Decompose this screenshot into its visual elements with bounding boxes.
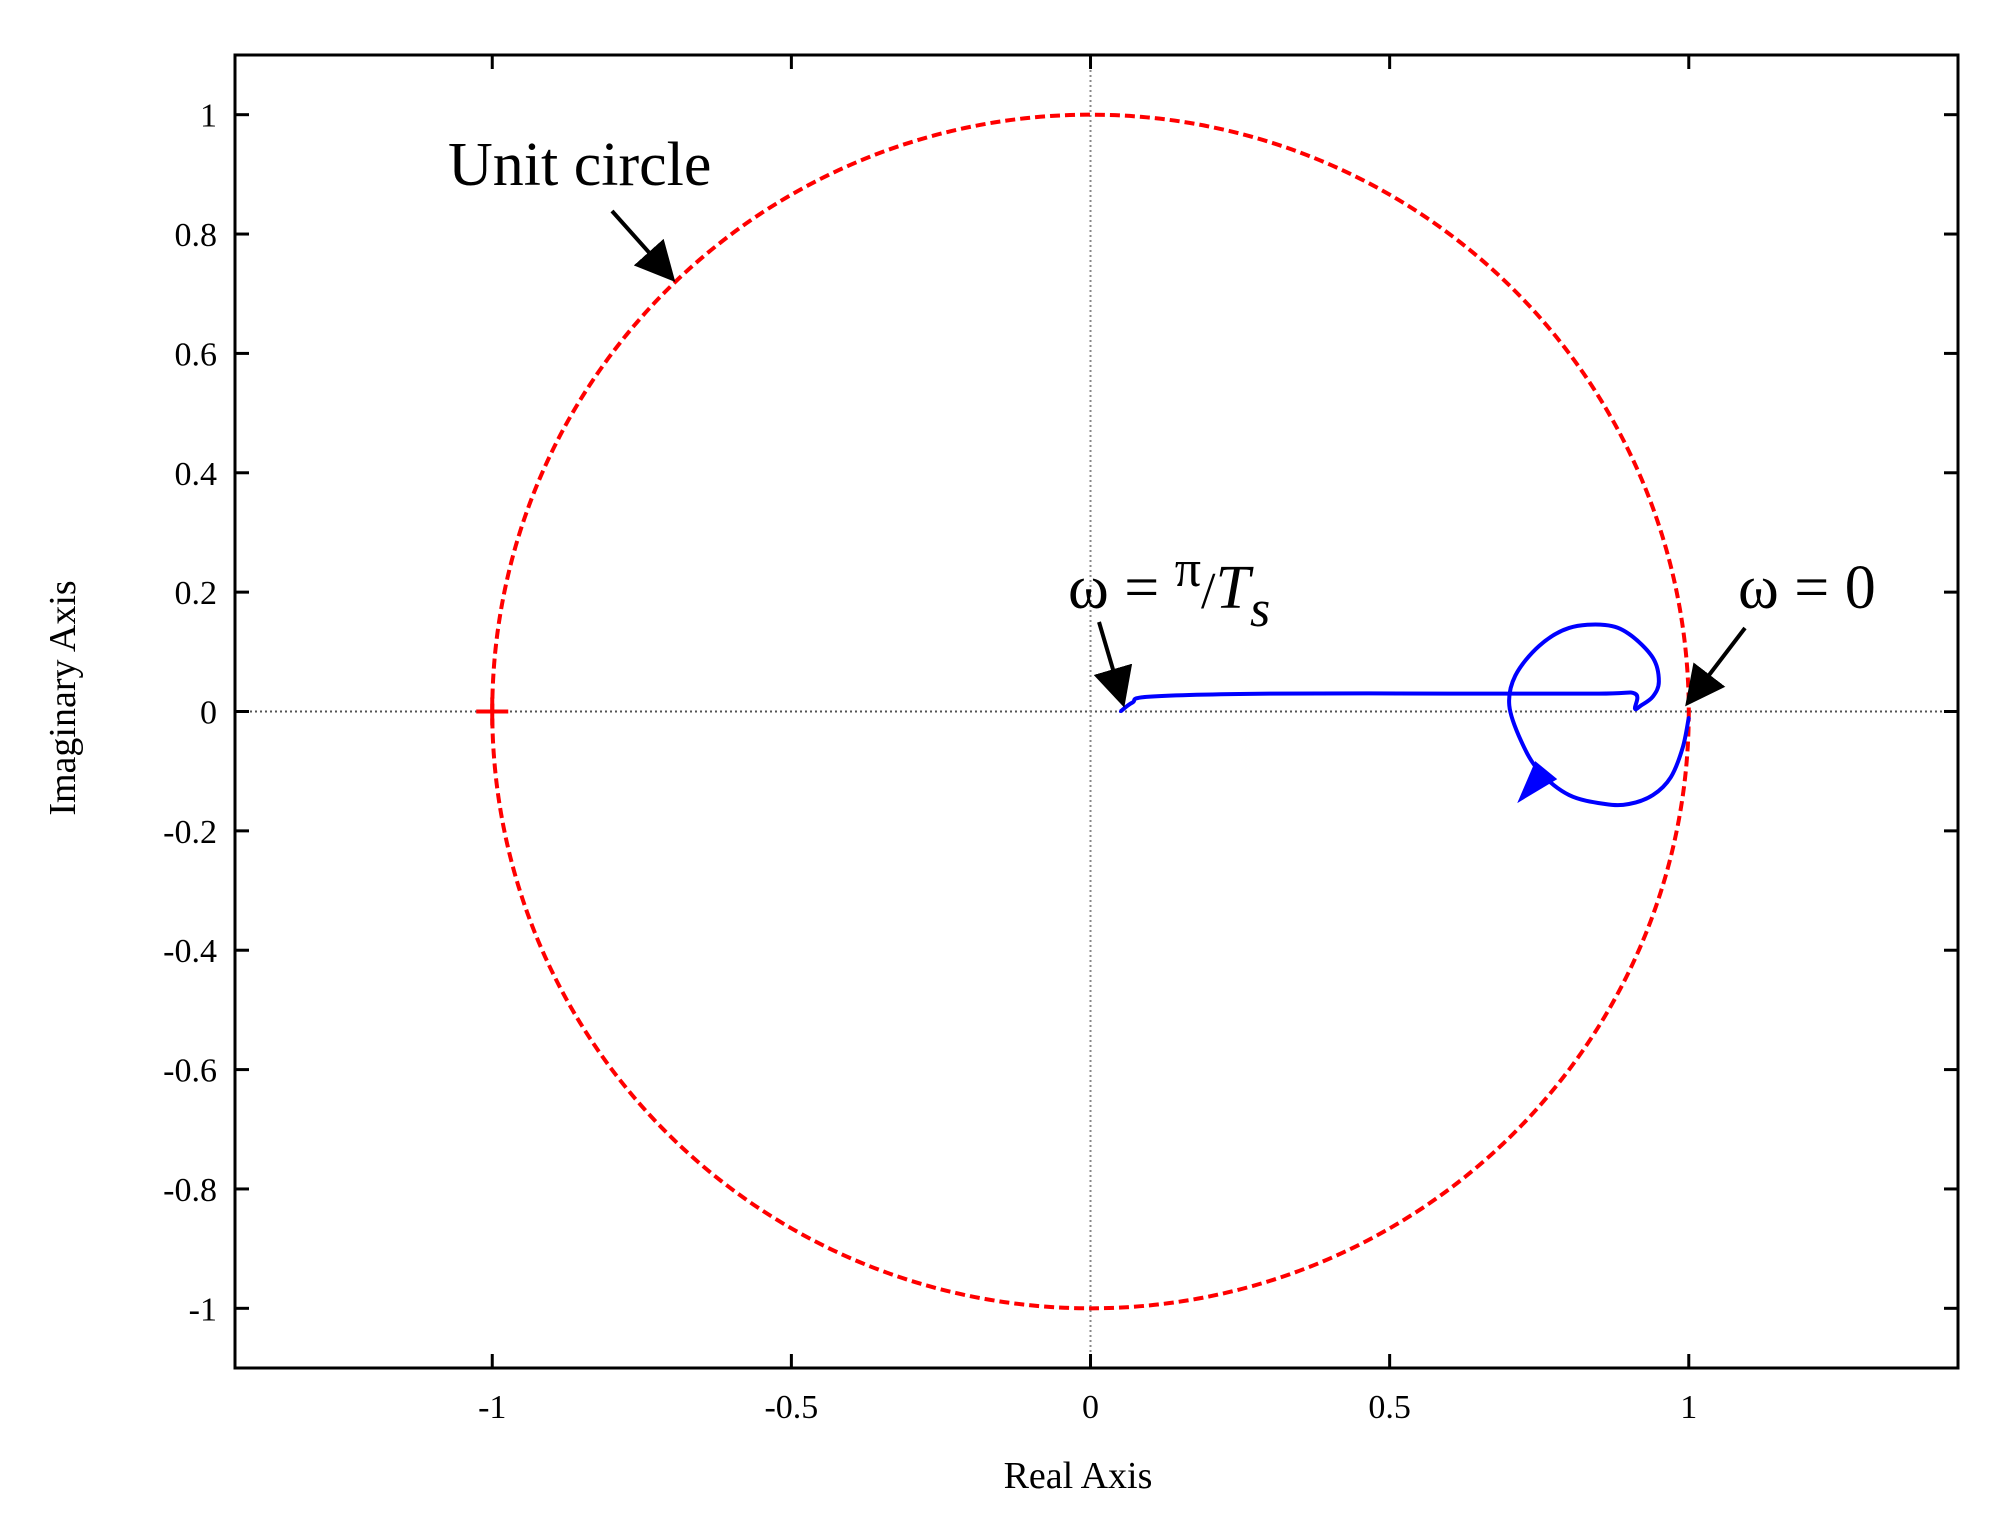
tick-labels: -1 -0.5 0 0.5 1 1 0.8 0.6 0.4 0.2 0 -0.2 -0.4 -0.6 -0.… — [163, 98, 1697, 1426]
y-tick-label: 0.4 — [175, 456, 218, 493]
nyquist-point — [1597, 692, 1601, 696]
annotation-omega-pi-denominator: T — [1216, 554, 1255, 622]
x-axis-label: Real Axis — [1004, 1455, 1153, 1497]
nyquist-point — [1118, 710, 1122, 713]
y-tick-label: 0.6 — [175, 336, 218, 373]
nyquist-point — [1681, 745, 1685, 749]
series-layer — [1118, 622, 1691, 808]
nyquist-direction-arrow — [1517, 761, 1558, 804]
zero-lines — [235, 55, 1958, 1368]
y-tick-label: 0 — [200, 695, 217, 732]
nyquist-point — [1651, 793, 1655, 797]
x-tick-label: -0.5 — [764, 1389, 818, 1426]
nyquist-point — [1639, 704, 1643, 708]
nyquist-point — [1651, 695, 1655, 699]
critical-point-layer — [476, 697, 509, 726]
y-tick-label: -0.4 — [163, 933, 217, 970]
nyquist-curve — [1119, 622, 1691, 808]
nyquist-point — [1447, 692, 1451, 696]
nyquist-point — [1651, 656, 1655, 660]
x-tick-label: 1 — [1680, 1389, 1697, 1426]
nyquist-point — [1669, 775, 1673, 779]
nyquist-point — [1513, 674, 1517, 678]
y-tick-label: -0.8 — [163, 1172, 217, 1209]
annotation-arrow-omega-pi — [1093, 621, 1133, 708]
axes-box — [233, 53, 1960, 1370]
nyquist-point — [1627, 632, 1631, 636]
nyquist-point — [1567, 626, 1571, 630]
nyquist-point — [1633, 692, 1637, 696]
nyquist-point — [1603, 623, 1607, 627]
y-tick-label: -0.2 — [163, 814, 217, 851]
nyquist-point — [1537, 644, 1541, 648]
annotation-omega-pi: ω = π/Ts — [1068, 541, 1270, 638]
annotation-unit-circle: Unit circle — [448, 131, 711, 199]
nyquist-point — [1603, 802, 1607, 806]
nyquist-point — [1148, 695, 1152, 699]
x-tick-label: 0 — [1082, 1389, 1099, 1426]
annotation-omega-zero: ω = 0 — [1738, 554, 1876, 622]
nyquist-point — [1519, 739, 1523, 743]
nyquist-point — [1567, 793, 1571, 797]
axis-ticks — [235, 55, 1958, 1368]
x-tick-label: 0.5 — [1368, 1389, 1411, 1426]
annotation-omega-pi-numerator: π — [1175, 541, 1201, 598]
y-tick-label: -1 — [189, 1291, 217, 1328]
nyquist-point — [1507, 704, 1511, 708]
nyquist-point — [1130, 701, 1134, 705]
nyquist-point — [1657, 680, 1661, 684]
y-tick-label: 1 — [200, 98, 217, 135]
nyquist-point — [1633, 707, 1637, 711]
annotation-omega-pi-subscript: s — [1250, 581, 1270, 638]
y-tick-label: 0.8 — [175, 217, 218, 254]
nyquist-point — [1627, 802, 1631, 806]
y-axis-label: Imaginary Axis — [42, 580, 84, 815]
nyquist-point — [1687, 715, 1691, 719]
annotation-omega-pi-prefix: ω = — [1068, 554, 1175, 622]
nyquist-point — [1268, 692, 1272, 696]
y-tick-label: 0.2 — [175, 575, 218, 612]
annotation-omega-pi-slash: / — [1201, 563, 1216, 620]
y-tick-label: -0.6 — [163, 1053, 217, 1090]
x-tick-label: -1 — [478, 1389, 506, 1426]
annotation-arrow-unit-circle — [610, 209, 676, 282]
annotation-arrow-omega-zero — [1685, 626, 1747, 707]
